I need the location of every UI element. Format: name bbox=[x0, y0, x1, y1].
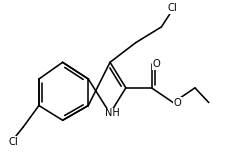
Text: O: O bbox=[153, 59, 160, 69]
Text: Cl: Cl bbox=[167, 3, 177, 13]
Text: O: O bbox=[173, 98, 181, 108]
Text: NH: NH bbox=[105, 108, 119, 118]
Text: Cl: Cl bbox=[8, 137, 18, 147]
